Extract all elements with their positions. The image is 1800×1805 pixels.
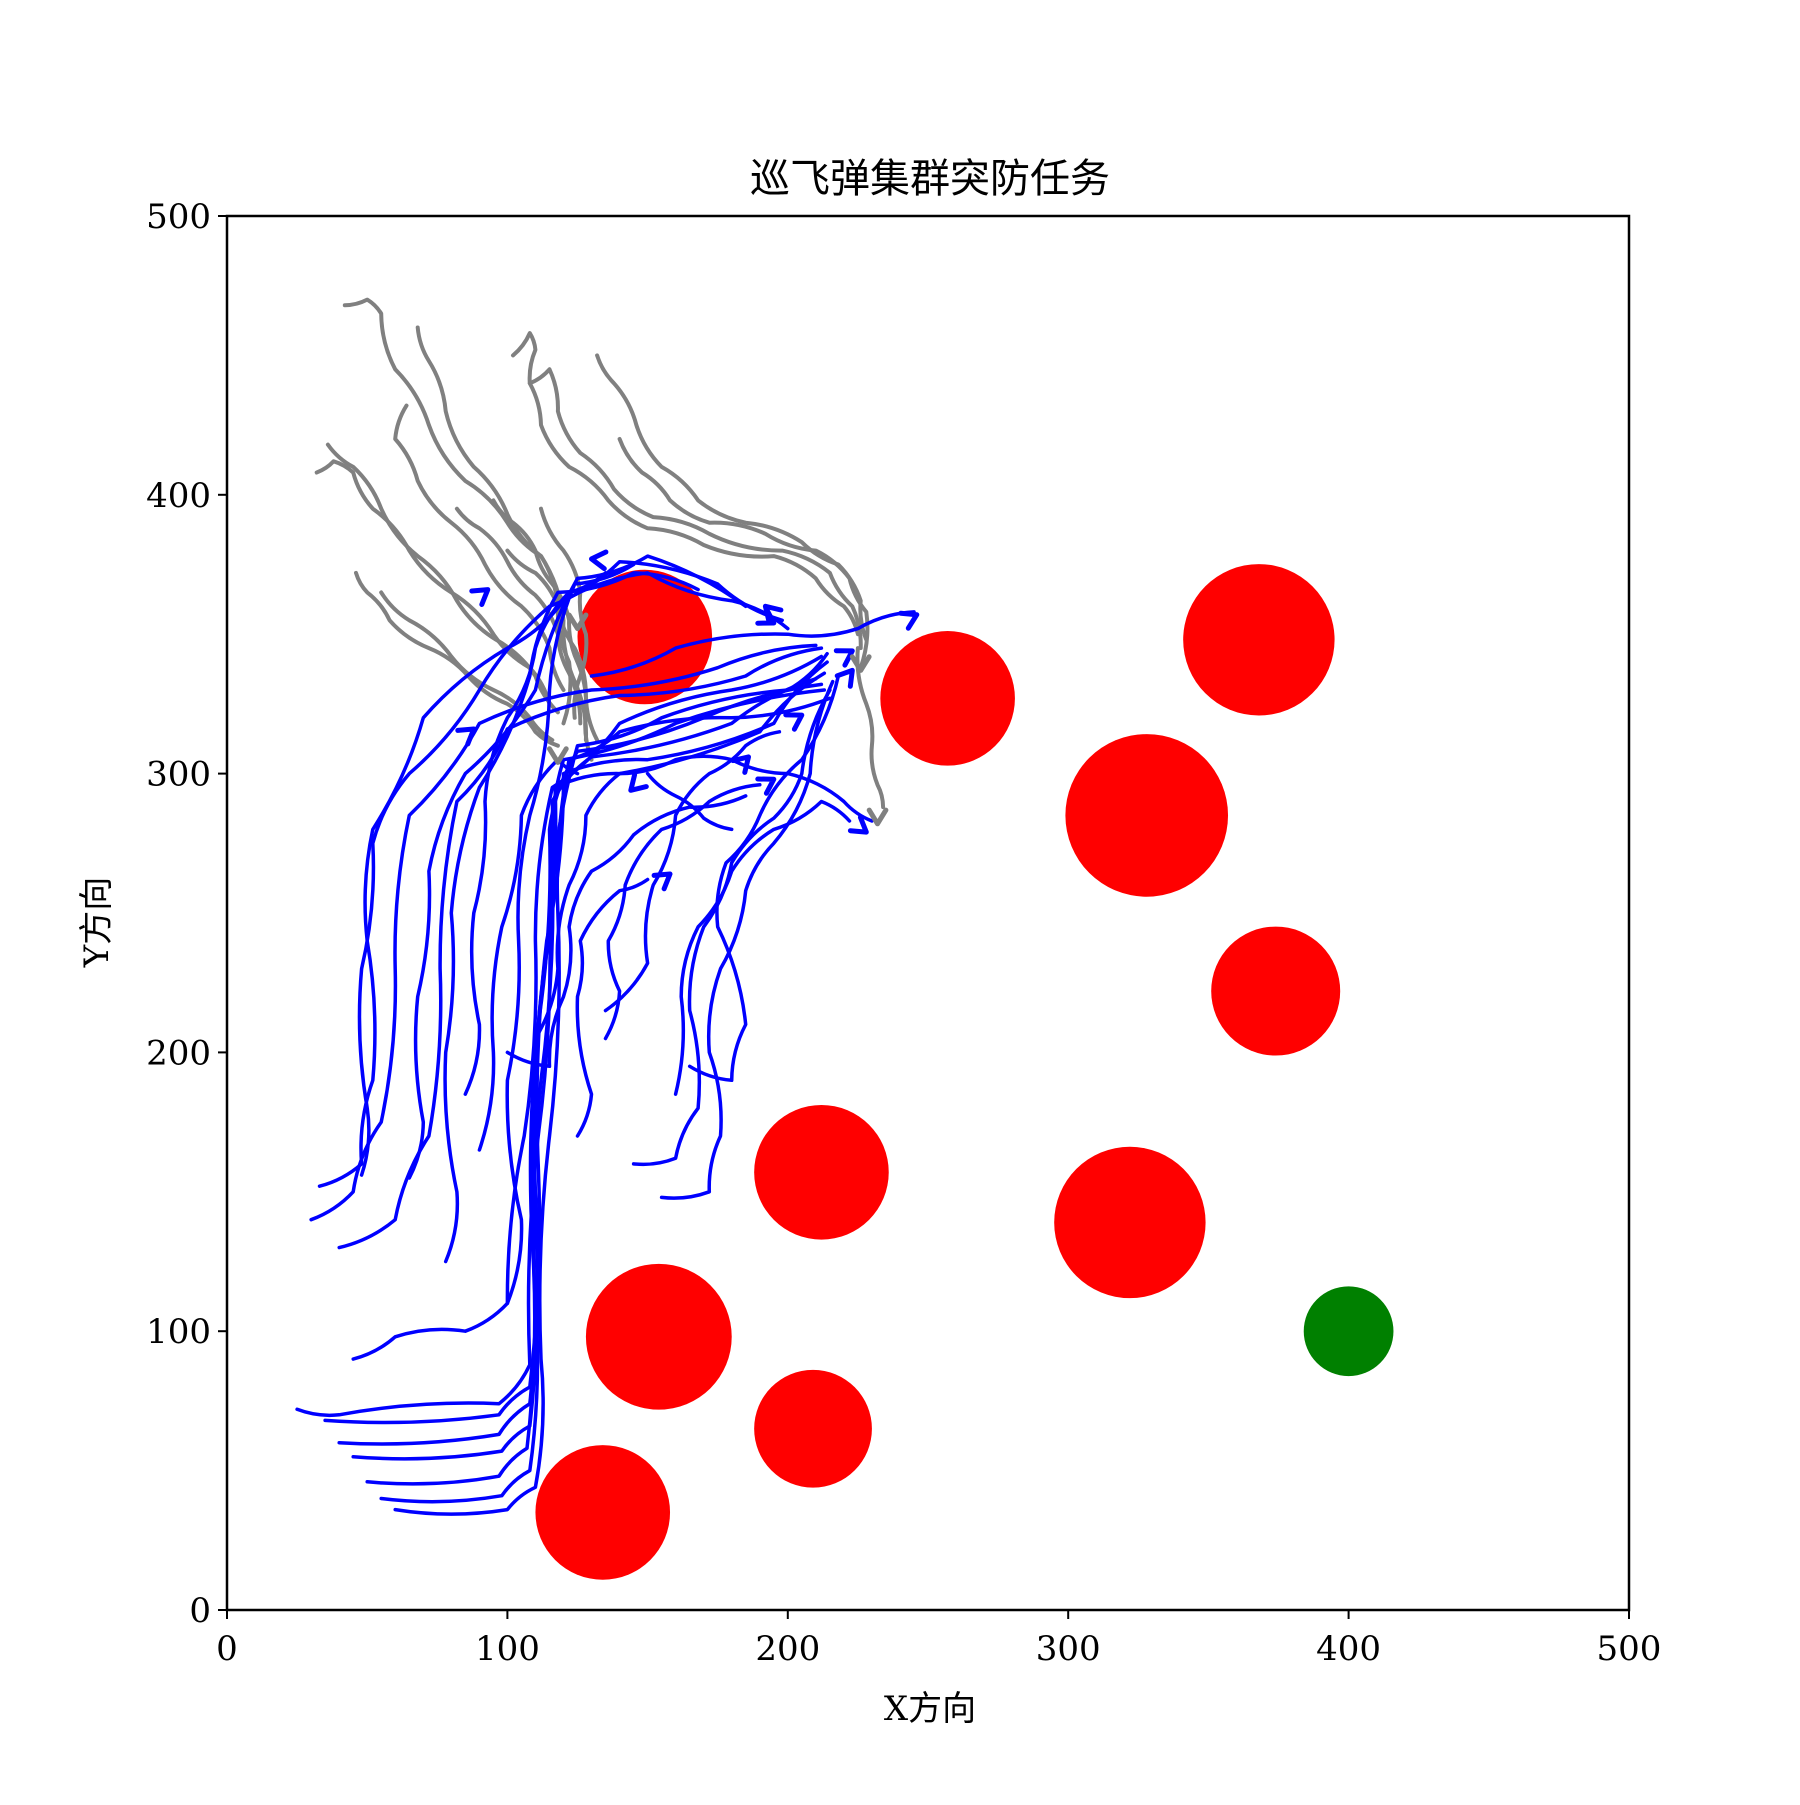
y-axis-label: Y方向: [77, 877, 117, 968]
other-trajectory-4: [325, 442, 560, 715]
other-trajectory-2: [415, 325, 589, 743]
friendly-trajectory-12: [357, 559, 784, 1177]
friendly-trajectory-9: [337, 646, 824, 1250]
y-tick-label-1: 0: [189, 1591, 211, 1631]
other-trajectory-15: [855, 646, 886, 810]
threat-zone-4: [1065, 734, 1229, 897]
friendly-trajectory-19: [659, 679, 835, 1200]
threat-zone-1: [577, 569, 713, 705]
friendly-trajectory-18: [631, 688, 832, 1167]
x-axis-ticks: 0 100 200 300 400 500: [216, 1610, 1661, 1669]
threat-zone-7: [1054, 1146, 1206, 1299]
friendly-trajectory-23: [673, 799, 852, 1096]
friendly-trajectory-7: [295, 651, 829, 1418]
heading-arrow-18: [566, 612, 589, 632]
threat-zone-9: [754, 1369, 872, 1488]
friendly-trajectory-8: [351, 654, 824, 1361]
y-tick-label-2: 100: [146, 1312, 211, 1352]
threat-zone-10: [535, 1445, 671, 1580]
heading-arrow-10: [783, 712, 805, 732]
heading-arrow-14: [730, 754, 751, 775]
threat-zone-6: [754, 1104, 889, 1240]
threat-zone-5: [1211, 926, 1341, 1056]
x-tick-label-5: 400: [1316, 1629, 1381, 1669]
y-tick-label-3: 200: [146, 1033, 211, 1073]
friendly-trajectory-28: [589, 610, 916, 678]
x-tick-label-1: 0: [216, 1629, 238, 1669]
threat-zone-3: [1183, 564, 1335, 716]
heading-arrow-9: [651, 871, 673, 892]
heading-arrow-7: [469, 587, 491, 607]
other-trajectory-7: [511, 331, 860, 637]
threat-zone-8: [585, 1263, 732, 1410]
friendly-trajectory-6: [323, 660, 829, 1425]
other-trajectory-8: [527, 367, 863, 651]
y-tick-label-4: 300: [146, 755, 211, 795]
friendly-trajectory-11: [317, 571, 790, 1188]
other-trajectory-10: [617, 437, 870, 670]
friendly-trajectory-22: [603, 783, 762, 1041]
friendly-trajectory-14: [443, 571, 700, 1264]
friendly-trajectories-layer: [295, 554, 916, 1516]
y-tick-label-5: 400: [146, 476, 211, 516]
heading-arrow-11: [755, 776, 777, 796]
other-trajectory-13: [505, 548, 600, 743]
friendly-trajectory-20: [687, 674, 841, 1083]
heading-arrow-12: [847, 814, 869, 835]
heading-arrow-17: [849, 654, 872, 673]
heading-arrow-15: [866, 807, 889, 827]
heading-arrow-1: [834, 667, 855, 689]
heading-arrow-8: [455, 726, 477, 747]
x-tick-label-3: 200: [755, 1629, 820, 1669]
threat-zone-2: [880, 631, 1015, 766]
friendly-trajectory-16: [463, 571, 608, 1096]
x-tick-label-4: 300: [1036, 1629, 1101, 1669]
x-axis-label: X方向: [884, 1689, 976, 1729]
friendly-trajectory-21: [505, 794, 748, 1069]
heading-arrow-5: [755, 606, 777, 626]
heading-arrow-13: [628, 772, 649, 793]
other-trajectory-6: [354, 570, 560, 748]
x-tick-label-6: 500: [1597, 1629, 1662, 1669]
x-tick-label-2: 100: [475, 1629, 540, 1669]
friendly-trajectory-17: [575, 877, 650, 1138]
heading-arrow-3: [898, 610, 920, 631]
other-trajectory-16: [539, 506, 589, 720]
heading-arrows-layer: [455, 549, 920, 892]
friendly-trajectory-1: [393, 696, 832, 1516]
goal-layer: [1303, 1286, 1394, 1377]
friendly-trajectory-26: [603, 730, 782, 1013]
chart-title: 巡飞弹集群突防任务: [750, 156, 1110, 202]
threat-zones-layer: [535, 564, 1341, 1580]
y-tick-label-6: 500: [146, 197, 211, 237]
heading-arrow-16: [547, 746, 569, 765]
y-axis-ticks: 0 100 200 300 400 500: [146, 197, 227, 1631]
heading-arrow-2: [833, 648, 855, 668]
plot-area: [295, 297, 1394, 1580]
heading-arrow-6: [589, 549, 609, 572]
other-trajectory-12: [454, 506, 583, 726]
friendly-trajectory-15: [505, 562, 636, 1306]
goal-marker: [1303, 1286, 1394, 1377]
axes-frame: [225, 214, 1631, 1612]
friendly-trajectory-27: [645, 771, 734, 832]
